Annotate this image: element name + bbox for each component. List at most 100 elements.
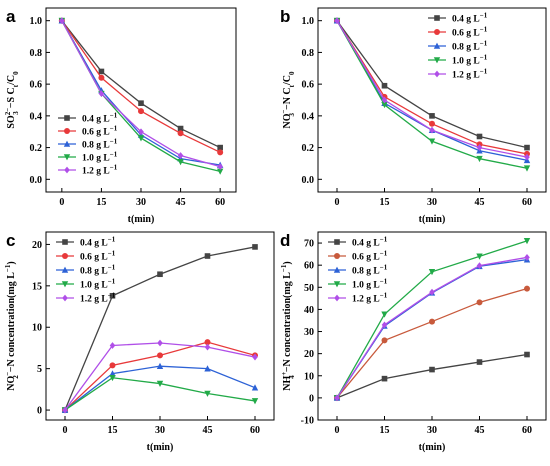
data-point bbox=[429, 366, 435, 373]
legend-marker bbox=[62, 239, 68, 245]
legend-label: 0.4 g L−1 bbox=[82, 112, 118, 125]
y-tick-label: 70 bbox=[304, 239, 314, 250]
panel-letter: b bbox=[280, 7, 290, 26]
y-title-main: NH bbox=[282, 376, 293, 391]
data-point bbox=[429, 113, 435, 119]
y-title-sup2: −1 bbox=[4, 264, 12, 272]
x-tick-label: 60 bbox=[250, 425, 260, 436]
y-title-sub: 3 bbox=[288, 113, 296, 117]
legend-label: 1.2 g L−1 bbox=[352, 292, 388, 305]
legend-label: 0.4 g L−1 bbox=[80, 236, 116, 249]
legend-name: 1.2 g L bbox=[352, 295, 380, 305]
plot-frame bbox=[45, 7, 237, 193]
x-tick-label: 0 bbox=[63, 425, 68, 436]
data-point bbox=[59, 17, 65, 25]
data-point bbox=[98, 68, 105, 75]
legend-unit-sup: −1 bbox=[480, 26, 488, 34]
chart-panel-d: 0 15 30 45 60 -10 0 10 20 30 40 50 60 70 t(min) NH+4 −N … bbox=[280, 231, 547, 453]
x-axis-title: t(min) bbox=[128, 214, 155, 225]
legend-name: 0.6 g L bbox=[452, 29, 480, 39]
legend-marker bbox=[63, 154, 71, 161]
legend-label: 0.8 g L−1 bbox=[80, 264, 116, 277]
legend: 0.4 g L−10.6 g L−10.8 g L−11.0 g L−11.2 … bbox=[58, 112, 118, 177]
data-point bbox=[429, 126, 435, 134]
legend-item: 1.0 g L−1 bbox=[56, 278, 116, 291]
series-1 bbox=[334, 351, 530, 401]
series-2 bbox=[62, 339, 258, 414]
data-point bbox=[109, 374, 116, 382]
chart-panel-a: 0 15 30 45 60 0.0 0.2 0.4 0.6 0.8 1.0 t(min) SO2−3 −S… bbox=[4, 7, 237, 225]
y-title-sub: 3 bbox=[12, 111, 20, 115]
y-title-rest: −N concentration(mg L bbox=[6, 272, 17, 372]
legend-item: 0.6 g L−1 bbox=[328, 250, 388, 263]
series-line bbox=[336, 20, 528, 155]
data-point bbox=[476, 299, 483, 306]
data-point bbox=[109, 370, 116, 377]
series-line bbox=[64, 365, 256, 411]
data-point bbox=[98, 90, 105, 98]
legend: 0.4 g L−10.6 g L−10.8 g L−11.0 g L−11.2 … bbox=[328, 236, 388, 305]
data-point bbox=[137, 135, 145, 142]
legend-item: 1.2 g L−1 bbox=[56, 292, 116, 305]
x-tick-label: 30 bbox=[155, 425, 165, 436]
legend-item: 0.6 g L−1 bbox=[58, 125, 118, 138]
legend-name: 0.4 g L bbox=[352, 239, 380, 249]
y-tick-label: 0.0 bbox=[302, 175, 315, 186]
data-point bbox=[252, 244, 258, 250]
series-5 bbox=[59, 17, 223, 171]
y-title-rest: −N concentration(mg L bbox=[282, 272, 293, 372]
data-point bbox=[334, 17, 340, 25]
legend-unit-sup: −1 bbox=[108, 250, 116, 258]
x-tick-label: 30 bbox=[427, 197, 437, 208]
data-point bbox=[204, 339, 211, 346]
y-title-rest: −S C bbox=[6, 87, 17, 108]
legend-unit-sup: −1 bbox=[108, 264, 116, 272]
x-tick-label: 15 bbox=[380, 197, 390, 208]
legend-item: 1.0 g L−1 bbox=[428, 54, 488, 67]
y-title-sup2: −1 bbox=[280, 264, 288, 272]
legend: 0.4 g L−10.6 g L−10.8 g L−11.0 g L−11.2 … bbox=[428, 12, 488, 81]
data-point bbox=[138, 100, 144, 106]
legend-unit-sup: −1 bbox=[108, 236, 116, 244]
data-point bbox=[204, 365, 211, 372]
data-point bbox=[381, 101, 388, 109]
y-tick-label: 0.2 bbox=[30, 143, 43, 154]
legend-name: 0.4 g L bbox=[82, 115, 110, 125]
x-tick-label: 60 bbox=[522, 425, 532, 436]
legend-marker bbox=[61, 266, 69, 273]
legend-item: 1.2 g L−1 bbox=[58, 164, 118, 177]
data-point bbox=[476, 133, 483, 140]
legend-label: 0.8 g L−1 bbox=[82, 138, 118, 151]
data-point bbox=[252, 353, 258, 361]
data-point bbox=[476, 262, 483, 270]
legend-name: 1.2 g L bbox=[452, 71, 480, 81]
data-point bbox=[138, 108, 144, 115]
legend-unit-sup: −1 bbox=[110, 151, 118, 159]
x-tick-label: 60 bbox=[522, 197, 532, 208]
y-axis-title: SO2−3 −S Ct/C0 bbox=[4, 71, 20, 129]
series-line bbox=[336, 20, 528, 158]
data-point bbox=[204, 343, 211, 351]
data-point bbox=[524, 144, 530, 151]
y-title-sup: − bbox=[280, 110, 288, 114]
data-point bbox=[157, 352, 163, 359]
y-tick-label: 0.8 bbox=[30, 48, 43, 59]
y-title-tail: /C bbox=[6, 75, 17, 86]
y-axis-title: NH+4 −N concentration(mg L−1) bbox=[280, 261, 296, 390]
y-title-tail: /C bbox=[282, 75, 293, 86]
y-title-sub2: t bbox=[288, 84, 296, 87]
data-point bbox=[381, 82, 388, 89]
legend-unit-sup: −1 bbox=[108, 278, 116, 286]
data-point bbox=[334, 394, 340, 402]
series-3 bbox=[333, 256, 531, 401]
y-title-sub: 4 bbox=[288, 375, 296, 379]
y-tick-label: 0 bbox=[309, 393, 314, 404]
legend-item: 0.8 g L−1 bbox=[56, 264, 116, 277]
y-title-sub2: t bbox=[12, 84, 20, 87]
y-title-sub3: 0 bbox=[12, 71, 20, 75]
legend-unit-sup: −1 bbox=[380, 236, 388, 244]
x-tick-label: 0 bbox=[59, 197, 64, 208]
legend-name: 1.2 g L bbox=[80, 295, 108, 305]
data-point bbox=[428, 138, 436, 145]
legend-item: 0.4 g L−1 bbox=[56, 236, 116, 249]
